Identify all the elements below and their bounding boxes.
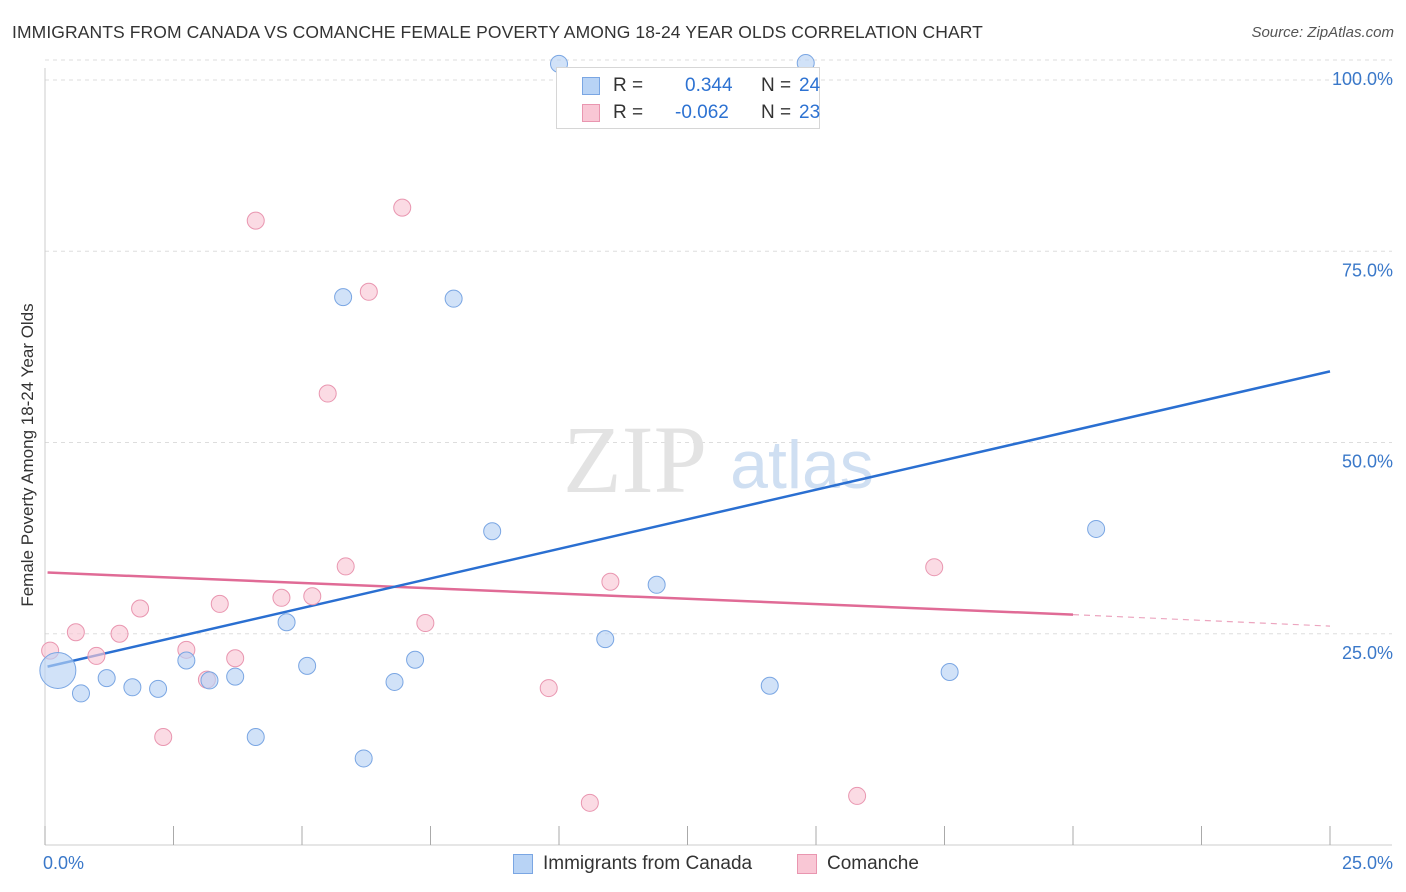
y-tick-label-2: 50.0% <box>1342 452 1393 472</box>
bottom-legend-swatch-comanche <box>797 854 817 874</box>
point-canada-12 <box>354 749 373 768</box>
point-canada-7 <box>226 667 245 686</box>
bottom-legend-comanche: Comanche <box>797 852 919 876</box>
legend-r-label: R = <box>613 102 644 123</box>
bottom-legend-swatch-canada <box>513 854 533 874</box>
legend-r-value-canada: 0.344 <box>685 75 733 96</box>
point-canada-1 <box>71 684 90 703</box>
point-comanche-13 <box>318 384 337 403</box>
point-canada-8 <box>246 728 265 747</box>
y-tick-label-3: 25.0% <box>1342 643 1393 663</box>
point-comanche-4 <box>131 599 150 618</box>
trend-line-canada <box>47 370 1331 668</box>
point-canada-19 <box>760 676 779 695</box>
point-comanche-9 <box>226 649 245 668</box>
point-canada-5 <box>177 651 196 670</box>
point-canada-21 <box>1087 519 1106 538</box>
trend-lines <box>47 370 1331 668</box>
y-tick-label-1: 75.0% <box>1342 260 1393 280</box>
point-comanche-22 <box>925 558 944 577</box>
point-comanche-18 <box>539 679 558 698</box>
point-canada-20 <box>940 663 959 681</box>
watermark-zip: ZIP <box>563 406 707 513</box>
legend-n-label: N = <box>761 75 792 96</box>
point-comanche-5 <box>154 728 173 747</box>
point-canada-14 <box>406 650 425 669</box>
source-label: Source: ZipAtlas.com <box>1251 24 1394 41</box>
point-canada-13 <box>385 672 404 691</box>
point-comanche-19 <box>580 793 599 812</box>
point-canada-6 <box>200 671 219 690</box>
point-comanche-20 <box>601 572 620 591</box>
point-comanche-15 <box>359 282 378 301</box>
watermark-atlas: atlas <box>730 427 874 503</box>
point-comanche-21 <box>848 786 867 805</box>
chart-title: IMMIGRANTS FROM CANADA VS COMANCHE FEMAL… <box>12 22 983 42</box>
legend-n-value-comanche: 23 <box>799 102 821 123</box>
point-canada-18 <box>647 575 666 594</box>
point-canada-17 <box>596 630 615 649</box>
point-canada-2 <box>97 669 116 688</box>
bottom-legend-canada: Immigrants from Canada <box>513 852 752 876</box>
point-canada-3 <box>123 678 142 697</box>
point-comanche-14 <box>336 557 355 576</box>
point-comanche-11 <box>272 588 291 607</box>
grid-lines <box>45 59 1392 635</box>
axes <box>44 68 1392 846</box>
point-canada-16 <box>483 522 502 541</box>
point-canada-0 <box>39 651 77 689</box>
point-comanche-1 <box>66 623 85 642</box>
point-canada-10 <box>298 656 317 675</box>
point-comanche-17 <box>416 614 435 633</box>
x-tick-label-1: 25.0% <box>1342 853 1393 873</box>
trend-line-comanche <box>47 571 1074 616</box>
correlation-legend: R = 0.344 N = 24 R = -0.062 N = 23 <box>556 67 820 129</box>
y-tick-label-0: 100.0% <box>1332 69 1393 89</box>
point-canada-4 <box>149 679 168 698</box>
legend-n-value-canada: 24 <box>799 75 821 96</box>
point-canada-9 <box>277 613 296 632</box>
legend-r-label: R = <box>613 75 644 96</box>
point-comanche-8 <box>210 594 229 613</box>
point-comanche-12 <box>303 587 322 606</box>
bottom-legend-label-comanche: Comanche <box>827 853 919 874</box>
data-points <box>39 54 1106 812</box>
point-comanche-3 <box>110 624 129 643</box>
point-canada-15 <box>444 289 463 308</box>
tick-labels: 100.0% 75.0% 50.0% 25.0% 0.0% 25.0% <box>43 69 1393 873</box>
x-tick-label-0: 0.0% <box>43 853 84 873</box>
bottom-legend-label-canada: Immigrants from Canada <box>543 853 753 874</box>
point-comanche-10 <box>246 211 265 230</box>
legend-n-label: N = <box>761 102 792 123</box>
trend-line-comanche-extension <box>1072 614 1331 627</box>
legend-swatch-comanche <box>582 104 600 122</box>
point-canada-11 <box>334 288 353 307</box>
legend-swatch-canada <box>582 77 600 95</box>
point-comanche-2 <box>87 646 106 665</box>
legend-r-value-comanche: -0.062 <box>675 102 729 123</box>
point-comanche-16 <box>393 198 412 217</box>
